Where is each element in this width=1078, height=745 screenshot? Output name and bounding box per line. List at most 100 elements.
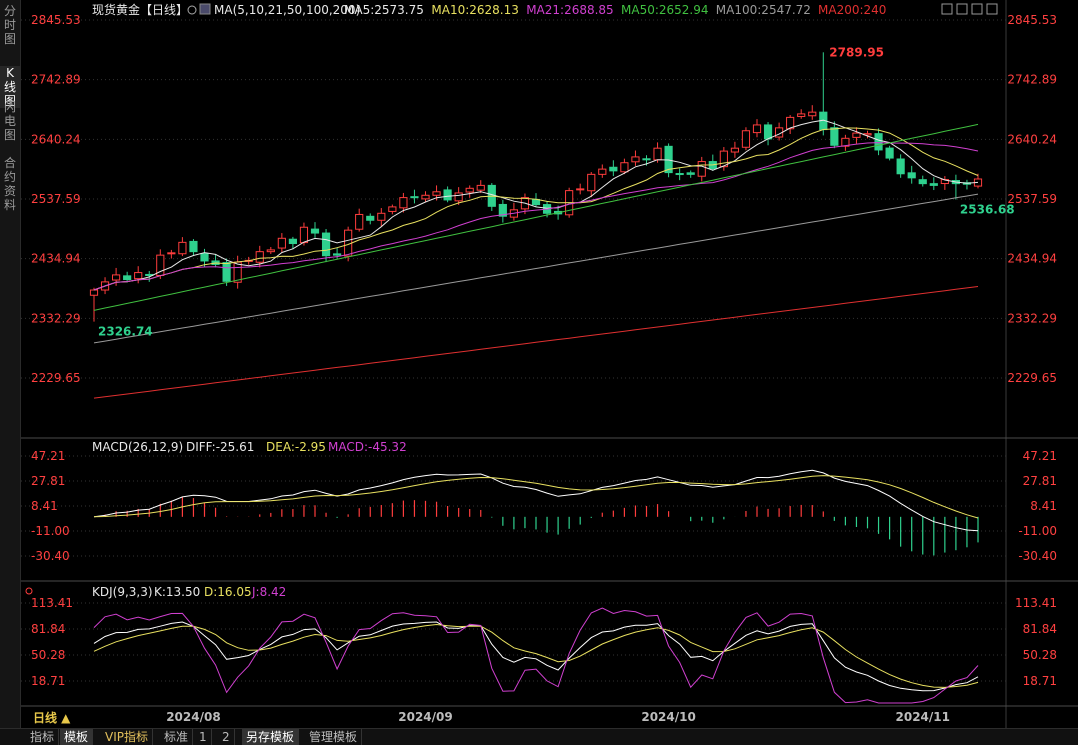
macd-label: MACD(26,12,9) xyxy=(92,440,183,454)
ma10-line xyxy=(93,127,979,291)
candle-body xyxy=(333,253,342,256)
candle-body xyxy=(167,252,176,255)
kdj-j-value: J:8.42 xyxy=(251,585,286,599)
side-tab-1[interactable]: 分时图 xyxy=(3,4,16,46)
y-tick-left: 2537.59 xyxy=(31,192,81,206)
candle-body xyxy=(653,147,662,161)
candle-body xyxy=(730,147,739,153)
settings-icon[interactable] xyxy=(187,5,197,15)
candle-body xyxy=(200,253,209,262)
candle-body xyxy=(841,137,850,147)
candle-body xyxy=(366,215,375,221)
candle-body xyxy=(697,161,706,177)
footer-tab-6[interactable]: 2 xyxy=(218,729,235,745)
kdj-j-line xyxy=(93,607,979,704)
x-axis-month-label: 2024/11 xyxy=(896,710,950,724)
kdj-tick-left: 81.84 xyxy=(31,622,65,636)
macd-tick-right: -11.00 xyxy=(1018,524,1057,538)
ma21-line xyxy=(93,142,979,291)
x-axis-month-label: 2024/08 xyxy=(166,710,220,724)
y-tick-left: 2640.24 xyxy=(31,132,81,146)
candle-body xyxy=(112,274,121,281)
side-tab-3[interactable]: 闪电图 xyxy=(3,100,16,142)
restore-button[interactable] xyxy=(956,3,968,15)
candle-body xyxy=(222,262,231,282)
y-tick-right: 2434.94 xyxy=(1007,252,1057,266)
footer-tab-4[interactable]: 标准 xyxy=(160,729,194,745)
min-button[interactable] xyxy=(941,3,953,15)
candle-body xyxy=(454,192,463,202)
candle-body xyxy=(432,191,441,196)
candle-body xyxy=(443,189,452,201)
y-tick-right: 2229.65 xyxy=(1007,371,1057,385)
kdj-tick-left: 50.28 xyxy=(31,648,65,662)
footer-tab-7[interactable]: 另存模板 xyxy=(242,729,300,745)
candle-body xyxy=(852,132,861,138)
candle-body xyxy=(786,116,795,130)
kdj-d-line xyxy=(93,623,979,688)
y-tick-right: 2537.59 xyxy=(1007,192,1057,206)
candle-body xyxy=(896,158,905,175)
macd-tick-left: 47.21 xyxy=(31,449,65,463)
low-price-label-start: 2326.74 xyxy=(98,325,153,339)
footer-tab-8[interactable]: 管理模板 xyxy=(305,729,363,745)
candle-body xyxy=(719,150,728,168)
candle-body xyxy=(620,162,629,173)
candle-body xyxy=(388,206,397,212)
macd-diff-value: DIFF:-25.61 xyxy=(186,440,254,454)
chart-title: 现货黄金【日线】 xyxy=(92,2,188,17)
ma-indicator-label: MA(5,10,21,50,100,200) xyxy=(214,3,360,17)
ma-value-label: MA200:240 xyxy=(818,3,886,17)
ma-value-label: MA21:2688.85 xyxy=(526,3,614,17)
ma100-line xyxy=(93,193,979,344)
candle-body xyxy=(576,188,585,191)
candle-body xyxy=(89,289,99,296)
high-price-label: 2789.95 xyxy=(829,45,884,59)
candle-body xyxy=(763,124,773,140)
macd-dea-line xyxy=(93,475,979,519)
kdj-tick-right: 50.28 xyxy=(1023,648,1057,662)
candle-body xyxy=(266,249,275,253)
maximize-button[interactable] xyxy=(971,3,983,15)
kdj-tick-left: 18.71 xyxy=(31,674,65,688)
candle-body xyxy=(410,196,419,199)
footer-toolbar: 指标 模板 VIP指标 标准 1 2 另存模板 管理模板 xyxy=(0,728,1078,745)
x-axis-month-label: 2024/10 xyxy=(641,710,695,724)
macd-tick-right: 47.21 xyxy=(1023,449,1057,463)
candle-body xyxy=(598,168,607,175)
kdj-tick-right: 81.84 xyxy=(1023,622,1057,636)
footer-tab-5[interactable]: 1 xyxy=(195,729,212,745)
y-tick-left: 2742.89 xyxy=(31,73,81,87)
candle-body xyxy=(465,187,474,193)
kdj-settings-icon[interactable] xyxy=(25,587,33,595)
close-button[interactable] xyxy=(986,3,998,15)
indicator-icon[interactable] xyxy=(199,3,211,15)
footer-tab-2[interactable]: 模板 xyxy=(60,729,94,745)
ma-value-label: MA50:2652.94 xyxy=(621,3,709,17)
candle-body xyxy=(885,147,894,159)
candle-body xyxy=(929,183,938,186)
period-selector[interactable]: 日线 ▲ xyxy=(33,710,71,725)
candle-body xyxy=(498,203,507,217)
ma5-line xyxy=(93,119,979,291)
candle-body xyxy=(310,228,320,234)
side-tab-4[interactable]: 合约资料 xyxy=(3,156,16,212)
candle-body xyxy=(907,172,916,179)
x-axis-month-label: 2024/09 xyxy=(398,710,452,724)
ma-value-label: MA5:2573.75 xyxy=(344,3,424,17)
y-tick-left: 2229.65 xyxy=(31,371,81,385)
low-price-label-end: 2536.68 xyxy=(960,203,1015,217)
candle-body xyxy=(399,197,408,209)
kdj-label: KDJ(9,3,3) xyxy=(92,585,153,599)
footer-tab-3[interactable]: VIP指标 xyxy=(101,729,153,745)
footer-tab-1[interactable]: 指标 xyxy=(26,729,60,745)
candle-body xyxy=(377,212,386,221)
ma-value-label: MA10:2628.13 xyxy=(431,3,519,17)
y-tick-left: 2845.53 xyxy=(31,13,81,27)
y-tick-left: 2434.94 xyxy=(31,252,81,266)
ma-value-label: MA100:2547.72 xyxy=(716,3,811,17)
candle-body xyxy=(123,275,132,281)
y-tick-left: 2332.29 xyxy=(31,311,81,325)
kdj-k-line xyxy=(93,621,979,692)
